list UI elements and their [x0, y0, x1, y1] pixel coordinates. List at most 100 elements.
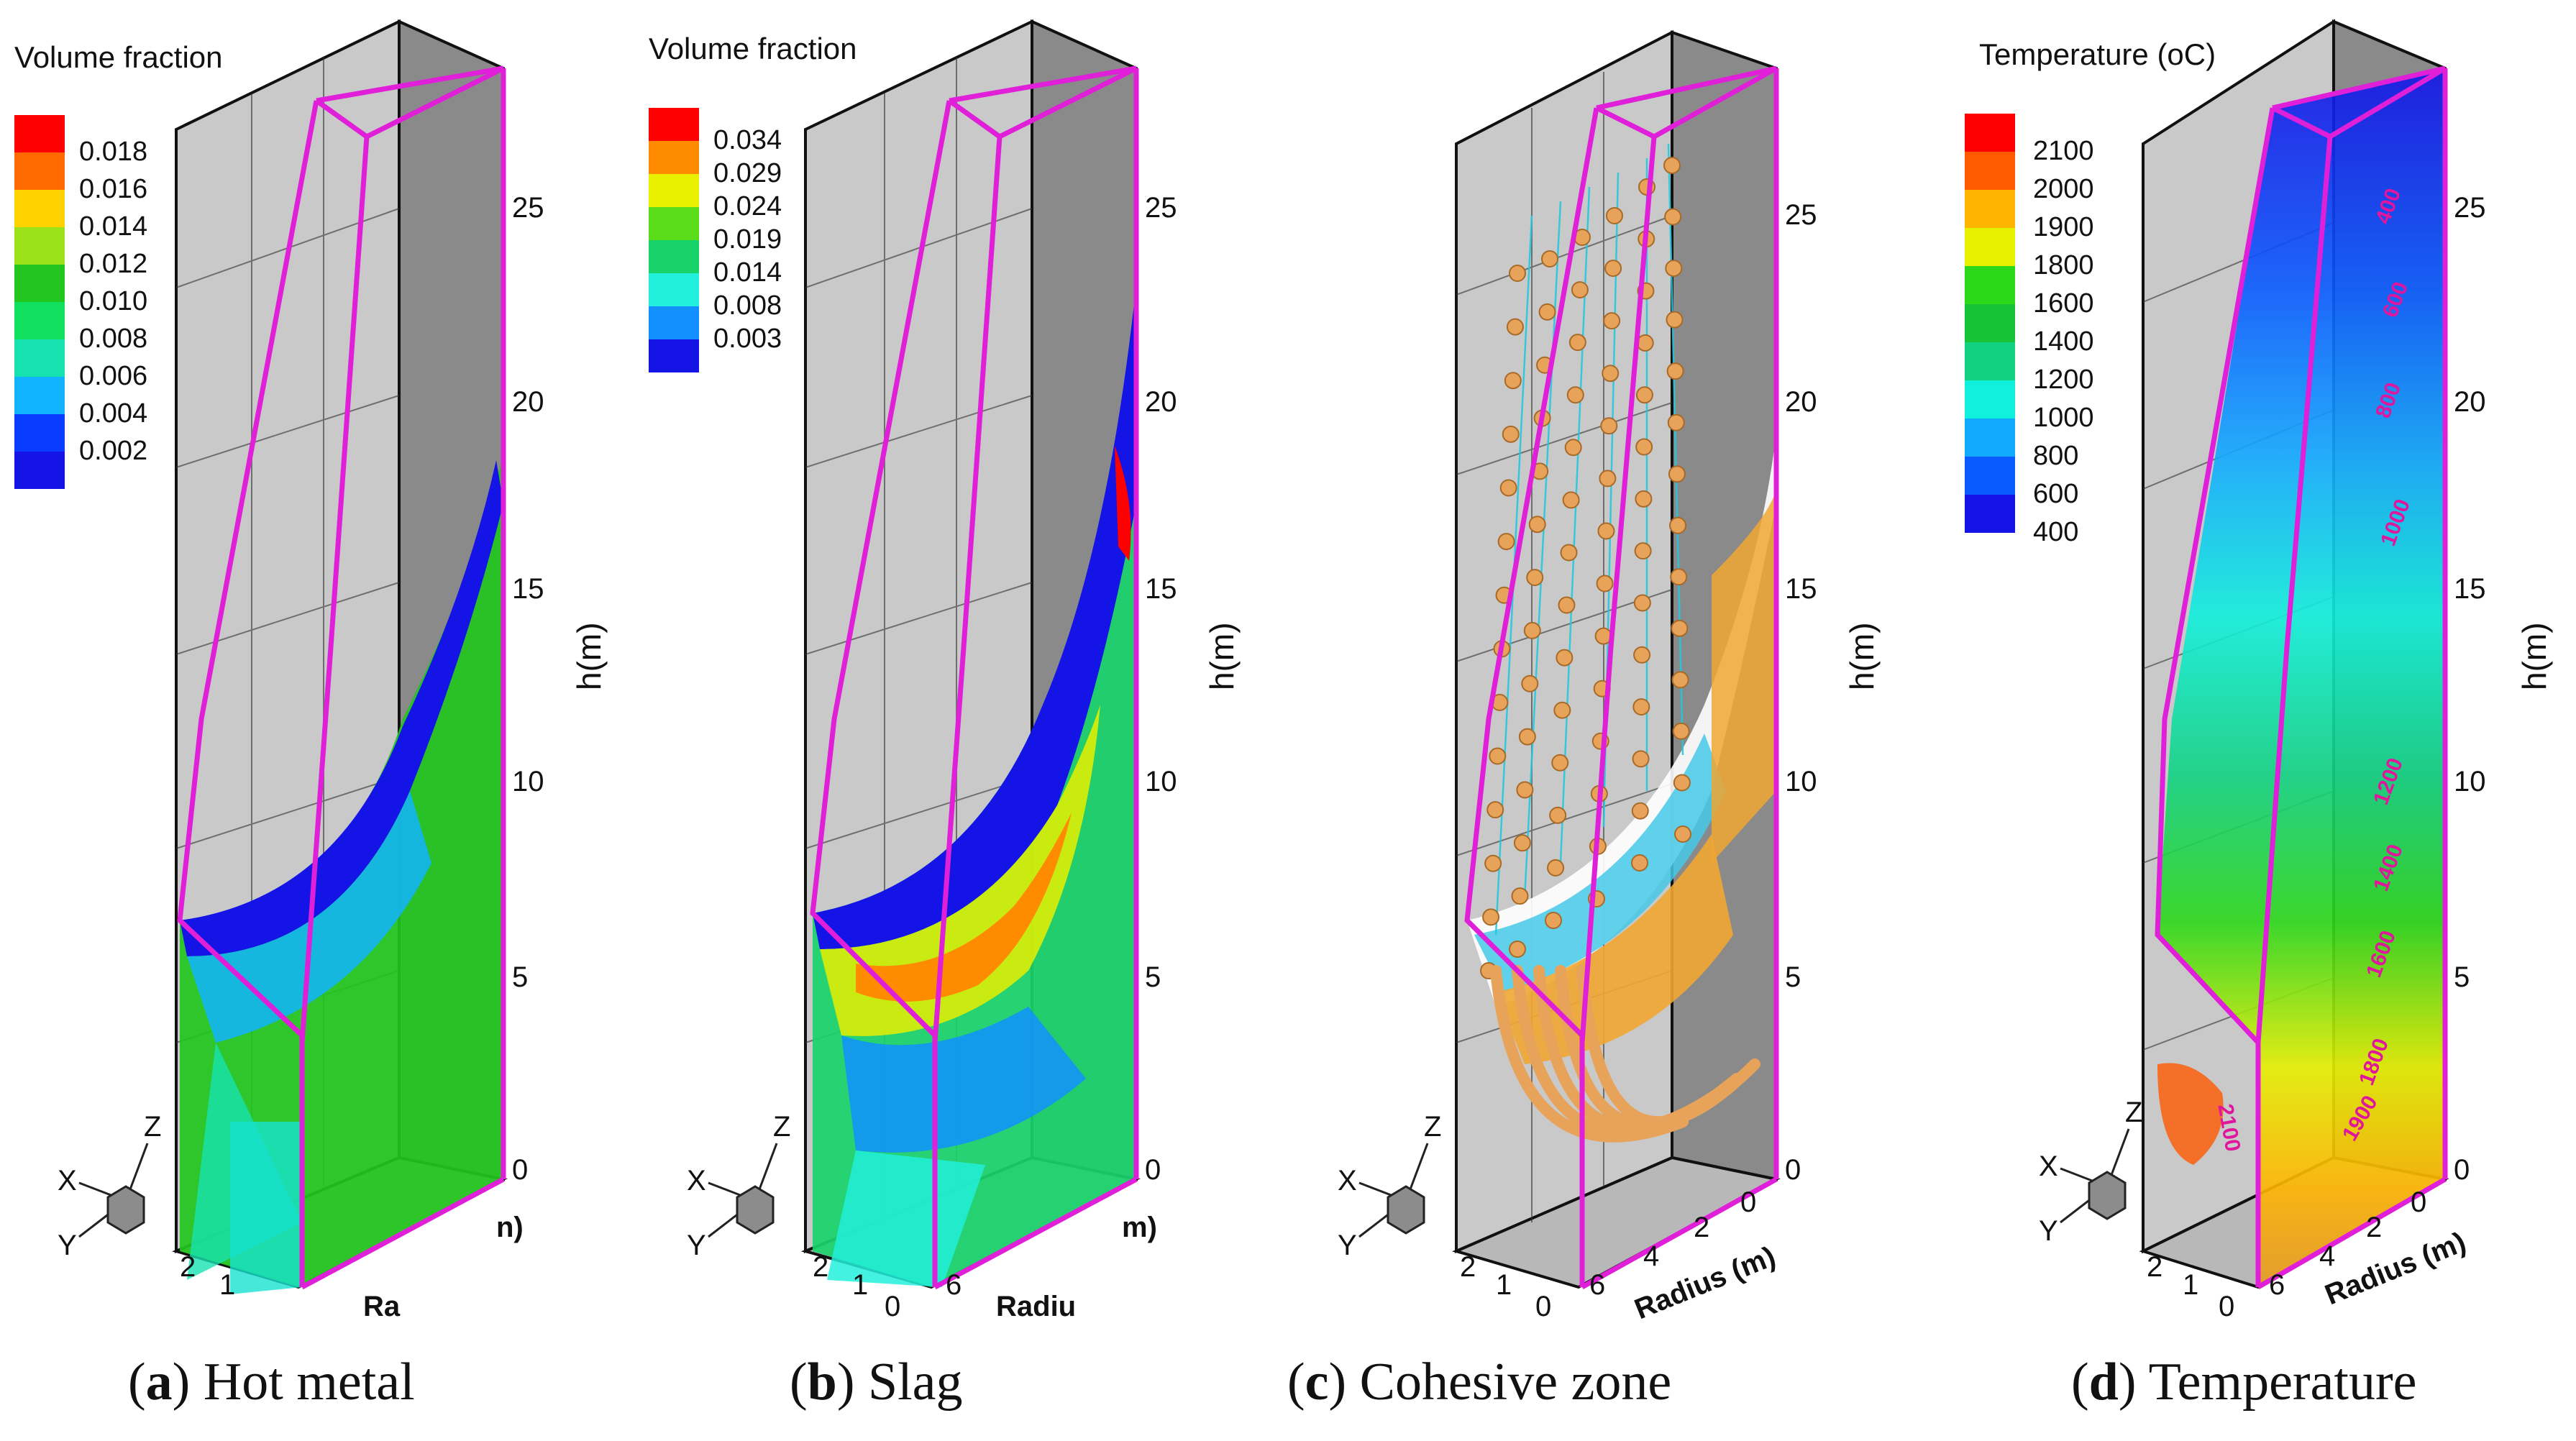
legend-level-label: 0.034: [713, 125, 782, 155]
pellet-marker: [1632, 750, 1650, 768]
legend-level-label: 800: [2033, 441, 2079, 471]
pellet-marker: [1635, 438, 1653, 456]
axis-triad-d: [2060, 1128, 2130, 1224]
triad-x-c: X: [1338, 1165, 1357, 1197]
legend-level-label: 0.024: [713, 191, 782, 221]
legend-swatch: [649, 207, 699, 240]
pellet-marker: [1599, 470, 1617, 488]
panel-temperature: 400 600 800 1000 1200 1400 1600 1800 1900 2100 25…: [1942, 0, 2575, 1441]
pellet-marker: [1635, 490, 1653, 508]
pellet-marker: [1603, 312, 1621, 330]
pellet-marker: [1506, 318, 1524, 336]
caption-a: (a) Hot metal: [128, 1353, 415, 1412]
legend-level-label: 1900: [2033, 212, 2094, 242]
h-tick-c-10: 10: [1785, 766, 1817, 797]
pellet-marker: [1560, 544, 1578, 562]
caption-b: (b) Slag: [790, 1353, 963, 1412]
legend-swatch: [649, 339, 699, 372]
triad-x-b: X: [687, 1165, 706, 1197]
radius-end-b: m): [1122, 1212, 1157, 1243]
h-tick-d-15: 15: [2454, 573, 2486, 605]
pellet-marker: [1549, 806, 1567, 824]
radius-end-a: n): [496, 1212, 524, 1243]
h-tick-b-10: 10: [1145, 766, 1177, 797]
panel-hot-metal: 25 20 15 10 5 0 h(m) 2 1 Ra n) Z X Y Vol…: [0, 0, 633, 1441]
legend-swatch: [1965, 418, 2015, 457]
pellet-marker: [1568, 334, 1586, 352]
legend-swatch: [649, 240, 699, 273]
pellet-marker: [1671, 619, 1689, 637]
pellet-marker: [1631, 854, 1648, 872]
triad-y-a: Y: [58, 1230, 77, 1261]
legend-level-label: 0.004: [79, 398, 148, 429]
pellet-marker: [1633, 594, 1651, 612]
legend-swatch: [14, 190, 65, 227]
depth-tick-c-2: 2: [1460, 1251, 1476, 1283]
triad-z-c: Z: [1424, 1111, 1441, 1143]
depth-tick-a-2: 2: [180, 1251, 196, 1283]
pellet-marker: [1484, 854, 1502, 872]
legend-swatch: [649, 108, 699, 141]
pellet-marker: [1509, 265, 1526, 282]
legend-swatch: [1965, 342, 2015, 380]
h-tick-a-10: 10: [512, 766, 544, 797]
h-tick-b-0: 0: [1145, 1154, 1161, 1186]
h-tick-b-20: 20: [1145, 386, 1177, 418]
legend-swatch: [14, 452, 65, 489]
legend-level-label: 1000: [2033, 403, 2094, 433]
pellet-marker: [1489, 747, 1507, 765]
legend-swatch: [1965, 266, 2015, 304]
h-tick-d-20: 20: [2454, 386, 2486, 418]
legend-swatch: [1965, 152, 2015, 190]
pellet-marker: [1669, 516, 1687, 534]
legend-bar-a: [14, 115, 65, 489]
h-tick-c-0: 0: [1785, 1154, 1801, 1186]
h-tick-a-0: 0: [512, 1154, 528, 1186]
legend-level-label: 1200: [2033, 365, 2094, 395]
panel-slag: 25 20 15 10 5 0 h(m) 2 1 0 6 Radiu m) Z …: [640, 0, 1273, 1441]
triad-x-a: X: [58, 1165, 77, 1197]
h-axis-title-b: h(m): [1203, 622, 1241, 690]
legend-level-label: 0.002: [79, 436, 148, 466]
h-tick-d-0: 0: [2454, 1154, 2470, 1186]
pellet-marker: [1562, 491, 1580, 509]
legend-level-label: 0.003: [713, 324, 782, 354]
pellet-marker: [1523, 621, 1541, 639]
pellet-marker: [1571, 281, 1589, 299]
radius-tick-c-0: 0: [1740, 1186, 1756, 1218]
legend-level-label: 0.019: [713, 224, 782, 255]
legend-level-label: 0.018: [79, 137, 148, 167]
depth-tick-d-1: 1: [2183, 1269, 2198, 1301]
legend-swatch: [649, 306, 699, 339]
legend-title-a: Volume fraction: [14, 40, 223, 74]
pellet-trajectory: [1576, 965, 1760, 1128]
depth-tick-a-1: 1: [219, 1269, 235, 1301]
pellet-marker: [1634, 542, 1652, 560]
legend-swatch: [14, 227, 65, 265]
pellet-marker: [1566, 386, 1584, 404]
legend-level-label: 0.016: [79, 174, 148, 204]
legend-swatch: [649, 141, 699, 174]
pellet-marker: [1663, 157, 1681, 174]
h-tick-a-20: 20: [512, 386, 544, 418]
h-tick-c-25: 25: [1785, 199, 1817, 231]
legend-level-label: 0.006: [79, 361, 148, 391]
depth-tick-d-0: 0: [2219, 1291, 2234, 1322]
legend-swatch: [1965, 190, 2015, 228]
h-tick-c-20: 20: [1785, 386, 1817, 418]
legend-level-label: 0.008: [713, 291, 782, 321]
depth-tick-b-2: 2: [813, 1251, 828, 1283]
legend-level-label: 1800: [2033, 250, 2094, 280]
legend-swatch: [1965, 228, 2015, 266]
legend-swatch: [14, 265, 65, 302]
h-tick-a-5: 5: [512, 961, 528, 993]
caption-c: (c) Cohesive zone: [1287, 1353, 1672, 1412]
legend-bar-b: [649, 108, 699, 372]
axis-triad-c: [1358, 1143, 1429, 1238]
pellet-marker: [1671, 671, 1689, 689]
depth-tick-d-2: 2: [2147, 1251, 2162, 1283]
radius-tick-c-2: 2: [1694, 1212, 1709, 1243]
depth-tick-b-1: 1: [852, 1269, 868, 1301]
h-axis-title-d: h(m): [2516, 622, 2553, 690]
pellet-marker: [1556, 649, 1574, 667]
